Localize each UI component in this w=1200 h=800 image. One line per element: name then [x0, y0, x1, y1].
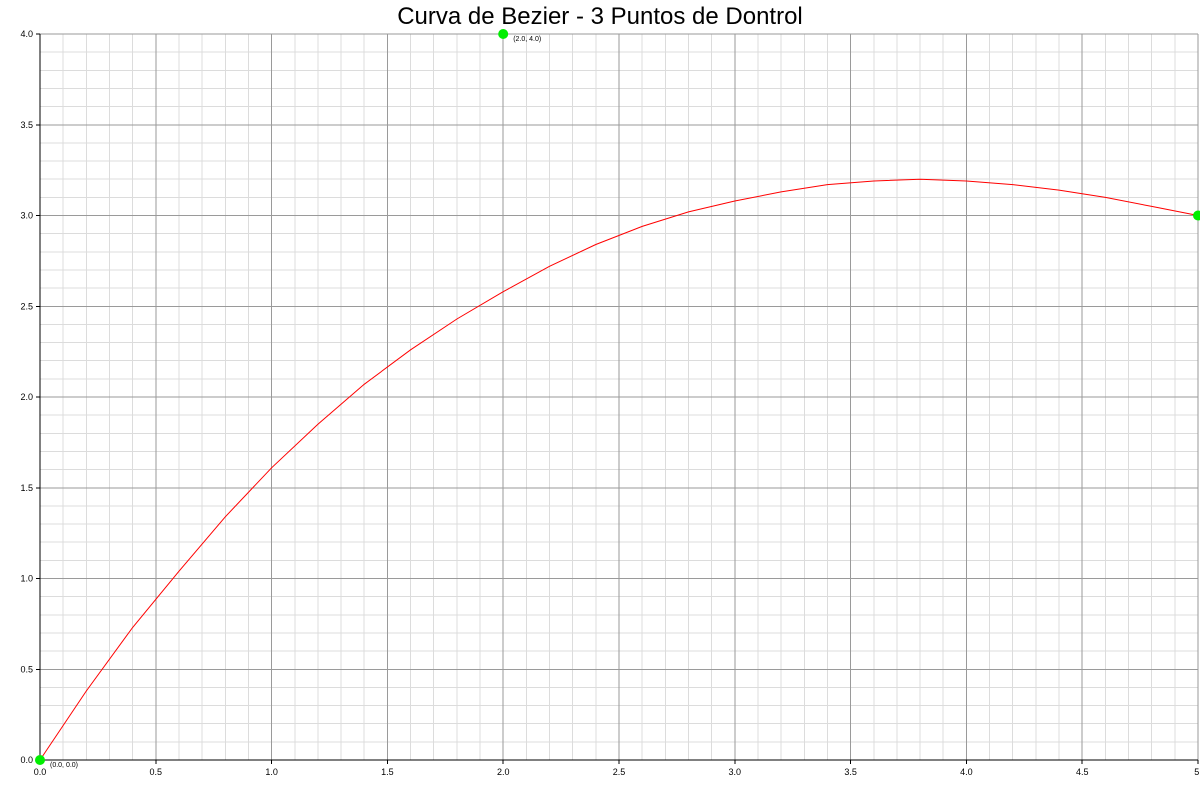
control-point-label: (2.0, 4.0) [513, 36, 541, 43]
major-grid [39, 33, 1199, 761]
bezier-curve-line [39, 178, 1199, 761]
x-tick-label: 5. [1194, 767, 1200, 777]
x-tick-label: 0.5 [150, 767, 163, 777]
x-tick-label: 3.0 [729, 767, 742, 777]
x-tick-label: 4.5 [1076, 767, 1089, 777]
x-tick-label: 2.5 [613, 767, 626, 777]
series-layer [39, 178, 1199, 761]
x-tick-label: 1.5 [381, 767, 394, 777]
x-tick-label: 0.0 [34, 767, 47, 777]
x-tick-label: 4.0 [960, 767, 973, 777]
x-tick-label: 3.5 [844, 767, 857, 777]
x-tick-label: 1.0 [265, 767, 278, 777]
y-tick-label: 4.0 [20, 29, 33, 39]
control-point [498, 29, 509, 39]
y-tick-label: 3.0 [20, 211, 33, 221]
x-axis-ticks: 0.0 0.5 1.0 1.5 2.0 2.5 3.0 3.5 4.0 4.5 5. [34, 760, 1200, 777]
y-tick-label: 3.5 [20, 120, 33, 130]
chart-title: Curva de Bezier - 3 Puntos de Dontrol [397, 3, 803, 30]
y-tick-label: 0.5 [20, 664, 33, 674]
y-tick-label: 1.5 [20, 483, 33, 493]
control-point [35, 755, 45, 765]
y-tick-label: 2.0 [20, 392, 33, 402]
y-tick-label: 1.0 [20, 574, 33, 584]
control-point [1193, 210, 1200, 221]
control-point-label: (0.0, 0.0) [50, 762, 78, 769]
y-tick-label: 2.5 [20, 301, 33, 311]
x-tick-label: 2.0 [497, 767, 510, 777]
y-tick-label: 0.0 [20, 755, 33, 765]
y-axis-ticks: 0.0 0.5 1.0 1.5 2.0 2.5 3.0 3.5 4.0 [20, 29, 40, 765]
control-points: (0.0, 0.0) (2.0, 4.0) [35, 29, 1200, 769]
